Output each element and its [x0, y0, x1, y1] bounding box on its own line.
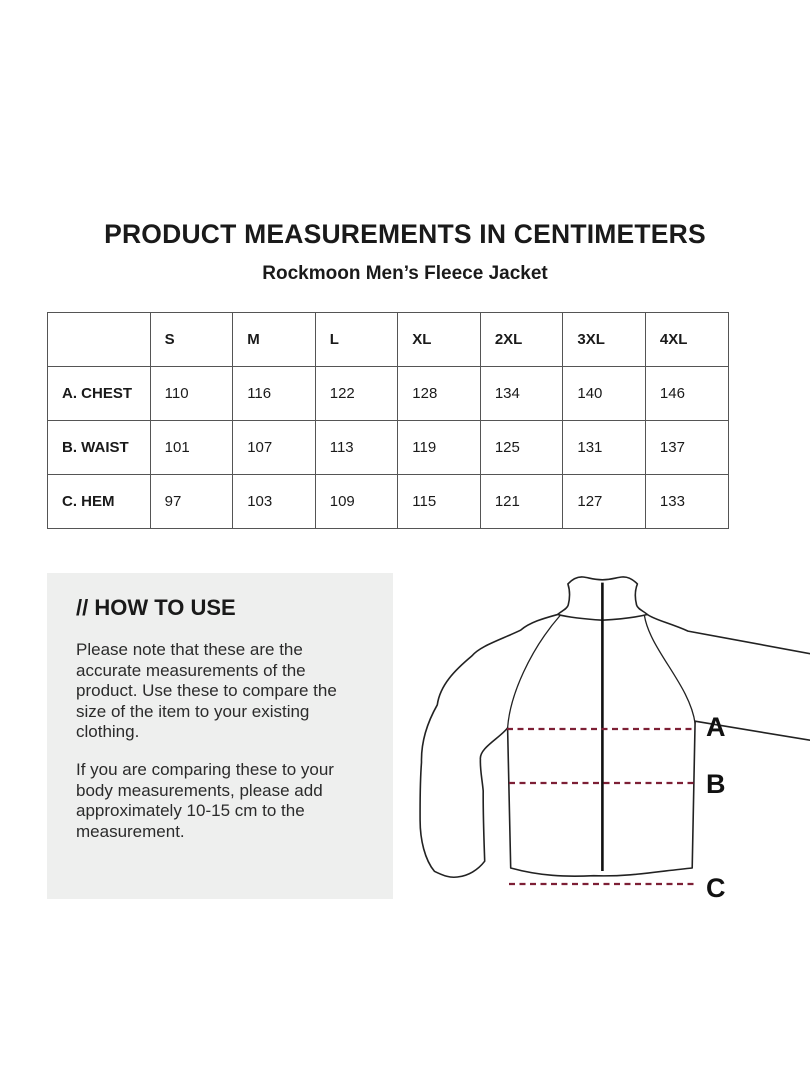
- svg-text:B: B: [706, 769, 726, 799]
- svg-text:C: C: [706, 873, 726, 903]
- svg-text:A: A: [706, 712, 726, 742]
